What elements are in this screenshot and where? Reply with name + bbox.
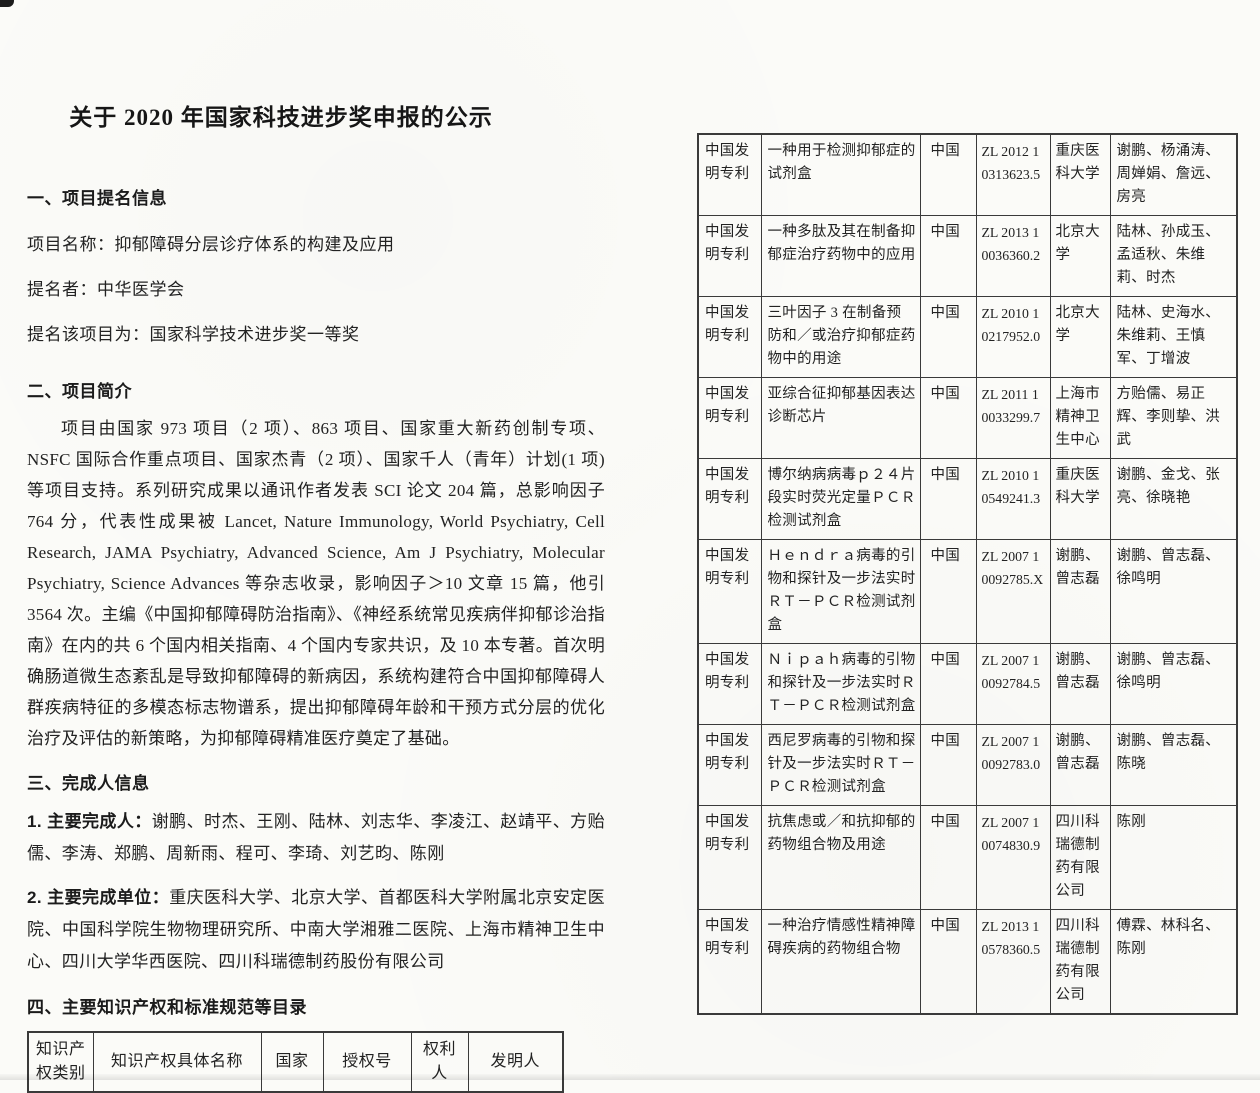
patent-number-cell: ZL 2007 1 0092783.0 [975, 724, 1051, 806]
header-cell-title: 知识产权具体名称 [92, 1031, 262, 1093]
main-organizations-value: 重庆医科大学、北京大学、首都医科大学附属北京安定医院、中国科学院生物物理研究所、… [27, 888, 606, 971]
right-column: 中国发明专利 一种用于检测抑郁症的试剂盒 中国 ZL 2012 1 031362… [697, 133, 1238, 1015]
patent-category-cell: 中国发明专利 [697, 215, 762, 297]
patent-title-cell: 西尼罗病毒的引物和探针及一步法实时ＲＴ－ＰＣＲ检测试剂盒 [760, 724, 921, 806]
nominator-line: 提名者：中华医学会 [27, 280, 185, 299]
project-name-line: 项目名称：抑郁障碍分层诊疗体系的构建及应用 [27, 235, 395, 254]
patent-category-cell: 中国发明专利 [697, 296, 762, 378]
patent-inventors-cell: 谢鹏、金戈、张亮、徐晓艳 [1109, 458, 1238, 540]
patent-number-cell: ZL 2012 1 0313623.5 [975, 133, 1051, 216]
header-cell-holder: 权利人 [410, 1031, 469, 1093]
patent-title-cell: 亚综合征抑郁基因表达诊断芯片 [760, 377, 921, 459]
main-contributors-line: 1. 主要完成人：谢鹏、时杰、王刚、陆林、刘志华、李凌江、赵靖平、方贻儒、李涛、… [27, 806, 605, 870]
patent-title-cell: 一种多肽及其在制备抑郁症治疗药物中的应用 [760, 215, 921, 297]
nominated-award-line: 提名该项目为：国家科学技术进步奖一等奖 [27, 325, 360, 344]
patent-country-cell: 中国 [919, 458, 977, 540]
patent-row: 中国发明专利 一种用于检测抑郁症的试剂盒 中国 ZL 2012 1 031362… [697, 133, 1238, 216]
patent-category-cell: 中国发明专利 [697, 458, 762, 540]
patent-country-cell: 中国 [919, 215, 977, 297]
section1-heading: 一、项目提名信息 [27, 189, 167, 208]
header-cell-category: 知识产权类别 [27, 1031, 94, 1093]
patent-row: 中国发明专利 一种治疗情感性精神障碍疾病的药物组合物 中国 ZL 2013 1 … [697, 909, 1238, 1015]
patent-row: 中国发明专利 亚综合征抑郁基因表达诊断芯片 中国 ZL 2011 1 00332… [697, 377, 1238, 459]
patent-holder-cell: 谢鹏、曾志磊 [1049, 643, 1111, 725]
patent-country-cell: 中国 [919, 133, 977, 216]
scan-artifact-corner [0, 0, 14, 7]
patent-country-cell: 中国 [919, 296, 977, 378]
patent-inventors-cell: 谢鹏、曾志磊、徐鸣明 [1109, 539, 1238, 644]
patent-title-cell: 一种治疗情感性精神障碍疾病的药物组合物 [760, 909, 921, 1015]
main-organizations-line: 2. 主要完成单位：重庆医科大学、北京大学、首都医科大学附属北京安定医院、中国科… [27, 882, 605, 978]
patent-country-cell: 中国 [919, 805, 977, 910]
main-contributors-label: 1. 主要完成人： [27, 812, 152, 831]
patent-holder-cell: 四川科瑞德制药有限公司 [1049, 805, 1111, 910]
header-cell-inventors: 发明人 [467, 1031, 564, 1093]
patent-category-cell: 中国发明专利 [697, 539, 762, 644]
page-title: 关于 2020 年国家科技进步奖申报的公示 [69, 105, 493, 130]
patent-holder-cell: 北京大学 [1049, 215, 1111, 297]
patent-number-cell: ZL 2007 1 0074830.9 [975, 805, 1051, 910]
patent-inventors-cell: 方贻儒、易正辉、李则挚、洪武 [1109, 377, 1238, 459]
patent-row: 中国发明专利 Ｎｉｐａｈ病毒的引物和探针及一步法实时ＲＴ－ＰＣＲ检测试剂盒 中国… [697, 643, 1238, 725]
patent-row: 中国发明专利 抗焦虑或／和抗抑郁的药物组合物及用途 中国 ZL 2007 1 0… [697, 805, 1238, 910]
patent-category-cell: 中国发明专利 [697, 724, 762, 806]
patent-row: 中国发明专利 一种多肽及其在制备抑郁症治疗药物中的应用 中国 ZL 2013 1… [697, 215, 1238, 297]
patent-inventors-cell: 陈刚 [1109, 805, 1238, 910]
section2-heading: 二、项目简介 [27, 382, 132, 401]
patent-row: 中国发明专利 Ｈｅｎｄｒａ病毒的引物和探针及一步法实时ＲＴ－ＰＣＲ检测试剂盒 中… [697, 539, 1238, 644]
patent-holder-cell: 重庆医科大学 [1049, 458, 1111, 540]
patent-holder-cell: 谢鹏、曾志磊 [1049, 724, 1111, 806]
patent-holder-cell: 谢鹏、曾志磊 [1049, 539, 1111, 644]
patent-number-cell: ZL 2010 1 0549241.3 [975, 458, 1051, 540]
patent-inventors-cell: 陆林、孙成玉、孟适秋、朱维莉、时杰 [1109, 215, 1238, 297]
patent-country-cell: 中国 [919, 539, 977, 644]
patent-inventors-cell: 谢鹏、杨涌涛、周婵娟、詹远、房亮 [1109, 133, 1238, 216]
patent-inventors-cell: 谢鹏、曾志磊、陈晓 [1109, 724, 1238, 806]
main-contributors-value: 谢鹏、时杰、王刚、陆林、刘志华、李凌江、赵靖平、方贻儒、李涛、郑鹏、周新雨、程可… [27, 812, 605, 863]
patent-country-cell: 中国 [919, 909, 977, 1015]
patent-table: 中国发明专利 一种用于检测抑郁症的试剂盒 中国 ZL 2012 1 031362… [697, 133, 1238, 1015]
left-column: 关于 2020 年国家科技进步奖申报的公示 一、项目提名信息 项目名称：抑郁障碍… [27, 98, 605, 1093]
patent-holder-cell: 北京大学 [1049, 296, 1111, 378]
patent-title-cell: 抗焦虑或／和抗抑郁的药物组合物及用途 [760, 805, 921, 910]
header-cell-number: 授权号 [322, 1031, 412, 1093]
main-organizations-label: 2. 主要完成单位： [27, 888, 170, 907]
patent-number-cell: ZL 2010 1 0217952.0 [975, 296, 1051, 378]
patent-number-cell: ZL 2013 1 0578360.5 [975, 909, 1051, 1015]
patent-category-cell: 中国发明专利 [697, 805, 762, 910]
patent-title-cell: Ｈｅｎｄｒａ病毒的引物和探针及一步法实时ＲＴ－ＰＣＲ检测试剂盒 [760, 539, 921, 644]
patent-holder-cell: 重庆医科大学 [1049, 133, 1111, 216]
patent-title-cell: Ｎｉｐａｈ病毒的引物和探针及一步法实时ＲＴ－ＰＣＲ检测试剂盒 [760, 643, 921, 725]
patent-inventors-cell: 傅霖、林科名、陈刚 [1109, 909, 1238, 1015]
patent-number-cell: ZL 2007 1 0092784.5 [975, 643, 1051, 725]
section4-heading: 四、主要知识产权和标准规范等目录 [27, 998, 307, 1017]
patent-title-cell: 博尔纳病病毒ｐ２４片段实时荧光定量ＰＣＲ检测试剂盒 [760, 458, 921, 540]
patent-row: 中国发明专利 博尔纳病病毒ｐ２４片段实时荧光定量ＰＣＲ检测试剂盒 中国 ZL 2… [697, 458, 1238, 540]
patent-country-cell: 中国 [919, 643, 977, 725]
patent-title-cell: 三叶因子 3 在制备预防和／或治疗抑郁症药物中的用途 [760, 296, 921, 378]
patent-row: 中国发明专利 三叶因子 3 在制备预防和／或治疗抑郁症药物中的用途 中国 ZL … [697, 296, 1238, 378]
patent-country-cell: 中国 [919, 377, 977, 459]
project-summary-paragraph: 项目由国家 973 项目（2 项）、863 项目、国家重大新药创制专项、NSFC… [27, 419, 605, 748]
patent-title-cell: 一种用于检测抑郁症的试剂盒 [760, 133, 921, 216]
patent-category-cell: 中国发明专利 [697, 377, 762, 459]
patent-category-cell: 中国发明专利 [697, 643, 762, 725]
patent-number-cell: ZL 2013 1 0036360.2 [975, 215, 1051, 297]
patent-country-cell: 中国 [919, 724, 977, 806]
patent-inventors-cell: 陆林、史海水、朱维莉、王慎军、丁增波 [1109, 296, 1238, 378]
patent-inventors-cell: 谢鹏、曾志磊、徐鸣明 [1109, 643, 1238, 725]
patent-holder-cell: 四川科瑞德制药有限公司 [1049, 909, 1111, 1015]
patent-number-cell: ZL 2011 1 0033299.7 [975, 377, 1051, 459]
header-cell-country: 国家 [260, 1031, 324, 1093]
patent-number-cell: ZL 2007 1 0092785.X [975, 539, 1051, 644]
section3-heading: 三、完成人信息 [27, 774, 150, 793]
patent-category-cell: 中国发明专利 [697, 133, 762, 216]
scan-artifact-bottom-edge [0, 1074, 1260, 1080]
patent-holder-cell: 上海市精神卫生中心 [1049, 377, 1111, 459]
patent-row: 中国发明专利 西尼罗病毒的引物和探针及一步法实时ＲＴ－ＰＣＲ检测试剂盒 中国 Z… [697, 724, 1238, 806]
ip-table-header-row: 知识产权类别 知识产权具体名称 国家 授权号 权利人 发明人 [27, 1031, 564, 1093]
ip-table-header: 知识产权类别 知识产权具体名称 国家 授权号 权利人 发明人 [27, 1031, 564, 1093]
patent-category-cell: 中国发明专利 [697, 909, 762, 1015]
